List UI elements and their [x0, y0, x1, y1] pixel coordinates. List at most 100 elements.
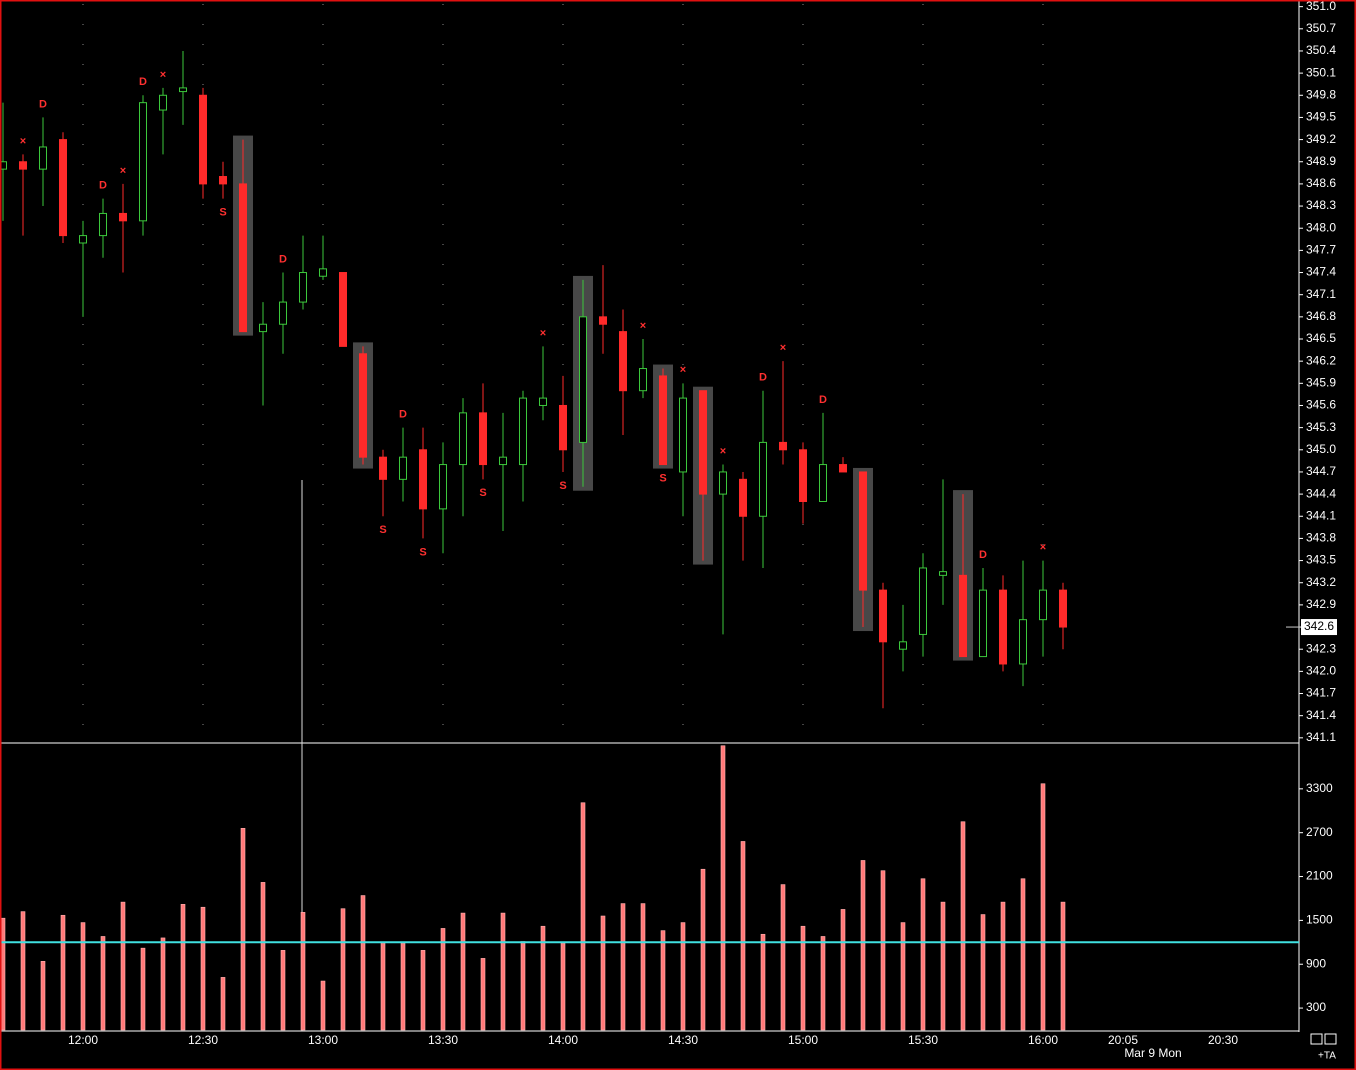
- y-tick-label: 2100: [1306, 869, 1333, 883]
- signal-marker: D: [279, 253, 287, 265]
- volume-bar: [900, 922, 906, 1031]
- volume-bar: [460, 912, 466, 1031]
- volume-bar: [0, 917, 6, 1031]
- candle-body: [379, 456, 387, 480]
- corner-label[interactable]: +TA: [1318, 1051, 1336, 1062]
- volume-bar: [640, 903, 646, 1031]
- candle-body: [659, 375, 667, 466]
- signal-marker: ×: [120, 165, 126, 177]
- y-tick-label: 341.1: [1306, 730, 1336, 744]
- candle-body: [439, 464, 447, 510]
- y-tick-label: 348.9: [1306, 154, 1336, 168]
- candle-body: [639, 368, 647, 392]
- volume-bar: [920, 878, 926, 1031]
- y-tick-label: 348.0: [1306, 220, 1336, 234]
- x-tick-label: 14:00: [548, 1033, 578, 1047]
- y-tick-label: 343.5: [1306, 553, 1336, 567]
- y-tick-label: 345.0: [1306, 442, 1336, 456]
- y-tick-label: 346.8: [1306, 309, 1336, 323]
- y-tick-label: 350.1: [1306, 65, 1336, 79]
- volume-bar: [940, 901, 946, 1031]
- candle-body: [199, 94, 207, 185]
- volume-bar: [1060, 901, 1066, 1031]
- candle-body: [319, 268, 327, 277]
- volume-bar: [760, 933, 766, 1031]
- candle-body: [519, 397, 527, 466]
- volume-bar: [300, 912, 306, 1031]
- volume-bar: [780, 884, 786, 1031]
- volume-bar: [440, 928, 446, 1031]
- candle-body: [159, 94, 167, 111]
- signal-marker: ×: [160, 69, 166, 81]
- candle-body: [419, 449, 427, 510]
- candle-body: [479, 412, 487, 466]
- y-tick-label: 900: [1306, 956, 1326, 970]
- candle-body: [859, 471, 867, 591]
- signal-marker: D: [759, 372, 767, 384]
- x-tick-label: 20:05: [1108, 1033, 1138, 1047]
- signal-marker: S: [219, 207, 226, 219]
- volume-bar: [680, 922, 686, 1031]
- volume-bar: [540, 925, 546, 1031]
- candle-body: [999, 589, 1007, 665]
- corner-box[interactable]: [1310, 1033, 1323, 1045]
- candle-body: [399, 456, 407, 480]
- candle-body: [839, 464, 847, 473]
- signal-marker: D: [139, 76, 147, 88]
- y-tick-label: 343.8: [1306, 531, 1336, 545]
- signal-marker: ×: [640, 320, 646, 332]
- candle-body: [559, 404, 567, 451]
- volume-bar: [60, 914, 66, 1031]
- volume-bar: [40, 961, 46, 1031]
- signal-marker: ×: [540, 327, 546, 339]
- candle-body: [679, 397, 687, 473]
- candle-body: [1059, 589, 1067, 628]
- y-tick-label: 344.7: [1306, 464, 1336, 478]
- y-tick-label: 348.3: [1306, 198, 1336, 212]
- y-tick-label: 346.2: [1306, 353, 1336, 367]
- candle-body: [699, 390, 707, 495]
- volume-bar: [240, 828, 246, 1031]
- y-tick-label: 300: [1306, 1000, 1326, 1014]
- candle-body: [719, 471, 727, 495]
- candle-body: [879, 589, 887, 643]
- candle-body: [79, 235, 87, 244]
- candle-body: [819, 464, 827, 502]
- x-tick-label: 20:30: [1208, 1033, 1238, 1047]
- last-price-box: [1301, 619, 1337, 636]
- signal-marker: D: [399, 409, 407, 421]
- candle-body: [0, 161, 7, 170]
- x-tick-label: 15:30: [908, 1033, 938, 1047]
- volume-bar: [80, 922, 86, 1031]
- volume-bar: [860, 860, 866, 1031]
- candle-body: [339, 272, 347, 347]
- candle-body: [1039, 589, 1047, 621]
- y-tick-label: 344.4: [1306, 486, 1336, 500]
- y-tick-label: 349.5: [1306, 110, 1336, 124]
- signal-marker: D: [99, 180, 107, 192]
- volume-bar: [100, 936, 106, 1031]
- y-tick-label: 345.6: [1306, 398, 1336, 412]
- signal-marker: ×: [780, 342, 786, 354]
- last-price-label: 342.6: [1304, 619, 1334, 633]
- signal-marker: S: [479, 487, 486, 499]
- volume-bar: [360, 895, 366, 1031]
- x-tick-label: 12:30: [188, 1033, 218, 1047]
- y-tick-label: 345.9: [1306, 375, 1336, 389]
- volume-bar: [1020, 878, 1026, 1031]
- volume-bar: [820, 936, 826, 1031]
- volume-bar: [220, 977, 226, 1031]
- corner-box[interactable]: [1324, 1033, 1337, 1045]
- y-tick-label: 350.4: [1306, 43, 1336, 57]
- y-tick-label: 347.1: [1306, 287, 1336, 301]
- volume-bar: [200, 906, 206, 1031]
- y-tick-label: 342.3: [1306, 641, 1336, 655]
- candle-body: [19, 161, 27, 170]
- x-tick-label: 14:30: [668, 1033, 698, 1047]
- candle-body: [599, 316, 607, 325]
- y-tick-label: 347.7: [1306, 243, 1336, 257]
- y-tick-label: 344.1: [1306, 508, 1336, 522]
- candle-body: [219, 176, 227, 185]
